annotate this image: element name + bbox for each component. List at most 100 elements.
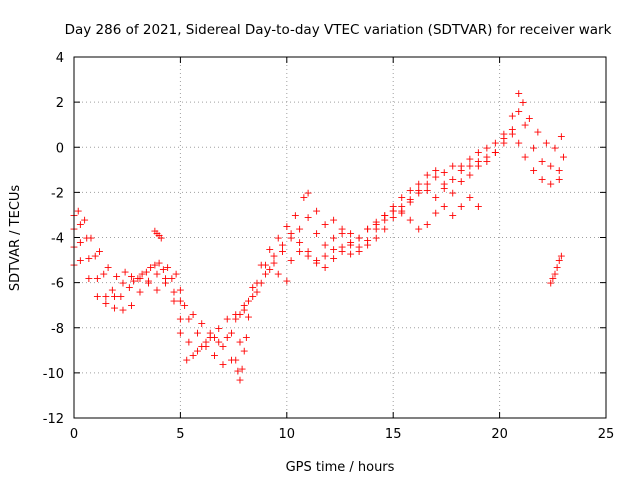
data-point: +: [137, 268, 146, 281]
data-point: +: [159, 263, 168, 276]
data-point: +: [74, 204, 83, 217]
data-point: +: [291, 209, 300, 222]
data-point: +: [406, 193, 415, 206]
data-point: +: [389, 211, 398, 224]
data-point: +: [161, 272, 170, 285]
data-point: +: [295, 245, 304, 258]
data-point: +: [163, 261, 172, 274]
data-point: +: [206, 331, 215, 344]
data-point: +: [499, 128, 508, 141]
axis-ticks: 0 5 10 15 20 25 -12 -10 -8 -6 -4 -2 0 2 4: [43, 51, 615, 442]
data-point: +: [244, 295, 253, 308]
data-point: +: [465, 191, 474, 204]
x-tick-label: 10: [279, 427, 296, 442]
y-tick-label: 4: [56, 51, 64, 66]
data-point: +: [525, 112, 534, 125]
data-point: +: [555, 173, 564, 186]
data-point: +: [135, 286, 144, 299]
data-point: +: [218, 340, 227, 353]
data-point: +: [127, 299, 136, 312]
data-point: +: [176, 283, 185, 296]
data-point: +: [557, 130, 566, 143]
data-point: +: [482, 141, 491, 154]
data-point: +: [499, 132, 508, 145]
data-point: +: [257, 277, 266, 290]
data-point: +: [448, 209, 457, 222]
data-point: +: [282, 274, 291, 287]
data-point: +: [93, 272, 102, 285]
data-point: +: [286, 232, 295, 245]
data-point: +: [457, 200, 466, 213]
data-point: +: [538, 173, 547, 186]
data-point: +: [223, 313, 232, 326]
data-point: +: [355, 245, 364, 258]
data-point: +: [414, 222, 423, 235]
data-point: +: [465, 159, 474, 172]
data-point: +: [169, 286, 178, 299]
x-tick-label: 25: [598, 427, 615, 442]
data-point: +: [521, 150, 530, 163]
data-point: +: [397, 207, 406, 220]
data-point: +: [76, 218, 85, 231]
series-track-4: ++++++++ + +++++++++++ + ++++ ++++ ++ ++++++++ +…: [69, 191, 483, 366]
data-point: +: [363, 234, 372, 247]
data-point: +: [76, 236, 85, 249]
data-point: +: [176, 295, 185, 308]
data-point: +: [142, 265, 151, 278]
data-point: +: [274, 232, 283, 245]
y-tick-label: -8: [51, 322, 64, 337]
data-point: +: [193, 326, 202, 339]
data-point: +: [84, 272, 93, 285]
data-point: +: [338, 241, 347, 254]
data-point: +: [282, 220, 291, 233]
data-point: +: [380, 209, 389, 222]
data-point: +: [474, 155, 483, 168]
data-point: +: [261, 259, 270, 272]
data-point: +: [144, 277, 153, 290]
data-point: +: [491, 146, 500, 159]
data-point: +: [295, 222, 304, 235]
data-point: +: [152, 227, 161, 240]
data-point: +: [91, 250, 100, 263]
data-point: +: [355, 232, 364, 245]
data-point: +: [372, 216, 381, 229]
data-point: +: [329, 232, 338, 245]
data-point: +: [214, 322, 223, 335]
data-point: +: [144, 274, 153, 287]
data-point: +: [499, 137, 508, 150]
data-point: +: [431, 164, 440, 177]
data-point: +: [546, 177, 555, 190]
series-track-3: ++++++ + ++++ ++++++ +++++++++++++ ++ +++++++ +…: [69, 128, 563, 358]
data-point: +: [252, 286, 261, 299]
data-point: +: [214, 335, 223, 348]
data-point: +: [440, 182, 449, 195]
data-point: +: [555, 164, 564, 177]
x-tick-label: 5: [176, 427, 184, 442]
data-point: +: [125, 281, 134, 294]
y-tick-label: -10: [43, 367, 64, 382]
data-point: +: [227, 326, 236, 339]
data-point: +: [155, 256, 164, 269]
data-point: +: [184, 313, 193, 326]
data-point: +: [286, 254, 295, 267]
data-point: +: [118, 304, 127, 317]
data-point: +: [118, 277, 127, 290]
data-point: +: [546, 159, 555, 172]
data-point: +: [244, 310, 253, 323]
data-point: +: [201, 335, 210, 348]
data-point: +: [372, 232, 381, 245]
data-point: +: [303, 245, 312, 258]
data-point: +: [248, 290, 257, 303]
data-point: +: [538, 155, 547, 168]
data-point: +: [372, 218, 381, 231]
data-point: +: [448, 173, 457, 186]
data-point: +: [548, 272, 557, 285]
series-track-1: +++++++ ++++ + ++++++++ +++++++++++++ ++ + ++ ++…: [69, 87, 566, 348]
data-point: +: [312, 227, 321, 240]
data-point: +: [363, 222, 372, 235]
data-point: +: [82, 232, 91, 245]
data-point: +: [482, 150, 491, 163]
data-point: +: [240, 344, 249, 357]
data-point: +: [518, 96, 527, 109]
